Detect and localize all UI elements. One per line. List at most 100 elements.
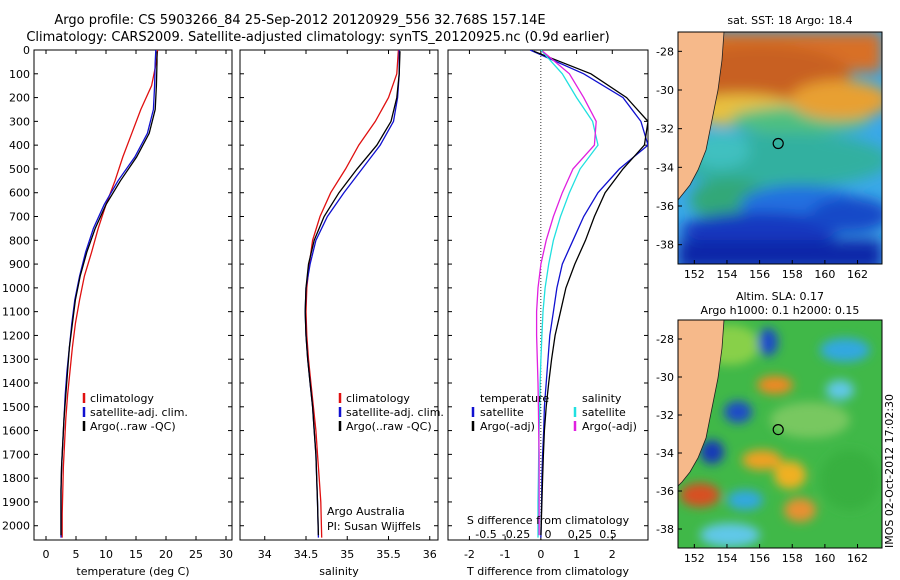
s-difference-tick-labels: -0.5 -0.25 0 0.25 0.5 <box>475 528 616 541</box>
depth-tick-label: 1400 <box>2 377 30 390</box>
figure-title-line2: Climatology: CARS2009. Satellite-adjuste… <box>26 30 609 45</box>
x-tick-label: 30 <box>219 548 233 561</box>
series-line-climatology <box>61 50 159 538</box>
sla-argo-marker <box>772 423 784 436</box>
x-tick-label: -2 <box>464 548 475 561</box>
temperature-panel: 0 5 10 15 20 25 300100200300400500600700800900… <box>2 44 233 578</box>
s-tick-label: -0.5 <box>475 528 496 541</box>
salinity-annotation-line1: Argo Australia <box>327 505 405 518</box>
difference-lines <box>529 50 648 538</box>
depth-tick-label: 700 <box>9 211 30 224</box>
sla-map-panel: Altim. SLA: 0.17 Argo h1000: 0.1 h2000: … <box>656 290 883 565</box>
depth-tick-label: 2000 <box>2 520 30 533</box>
x-tick-label: 0 <box>43 548 50 561</box>
salinity-legend: climatology satellite-adj. clim. Argo(..… <box>338 392 444 433</box>
x-tick-label: 1 <box>573 548 580 561</box>
s-tick-label: 0.5 <box>599 528 617 541</box>
depth-tick-label: 500 <box>9 163 30 176</box>
series-line-climatology <box>305 50 400 538</box>
depth-tick-label: 1200 <box>2 329 30 342</box>
x-tick-label: 35 <box>340 548 354 561</box>
depth-tick-label: 800 <box>9 234 30 247</box>
lon-tick-label: 152 <box>684 552 705 565</box>
temperature-ticks: 0 5 10 15 20 25 300100200300400500600700800900… <box>2 44 233 561</box>
legend-temperature-heading: temperature <box>480 392 549 405</box>
salinity-annotation-line2: PI: Susan Wijffels <box>327 520 421 533</box>
lon-tick-label: 154 <box>716 268 737 281</box>
s-difference-axis-label: S difference from climatology <box>467 514 630 527</box>
lon-tick-label: 156 <box>749 268 770 281</box>
lon-tick-label: 154 <box>716 552 737 565</box>
depth-tick-label: 900 <box>9 258 30 271</box>
depth-tick-label: 1300 <box>2 353 30 366</box>
x-tick-label: 15 <box>129 548 143 561</box>
imos-timestamp-label: IMOS 02-Oct-2012 17:02:30 <box>883 394 896 548</box>
series-line-argo <box>533 50 648 536</box>
lat-tick-label: -38 <box>656 239 674 252</box>
depth-tick-label: 300 <box>9 115 30 128</box>
lon-tick-label: 162 <box>847 552 868 565</box>
lon-tick-label: 160 <box>814 552 835 565</box>
legend-argo-label: Argo(..raw -QC) <box>346 420 432 433</box>
x-tick-label: 34 <box>258 548 272 561</box>
depth-tick-label: 1500 <box>2 401 30 414</box>
x-tick-label: 34.5 <box>294 548 319 561</box>
legend-satellite-label: satellite-adj. clim. <box>346 406 444 419</box>
lat-tick-label: -28 <box>656 333 674 346</box>
legend-climatology-label: climatology <box>346 392 410 405</box>
s-tick-label: -0.25 <box>502 528 530 541</box>
x-tick-label: 36 <box>423 548 437 561</box>
difference-panel: -2 -1 0 1 2 temperature satellite Argo(-adj)… <box>447 49 649 578</box>
lon-tick-label: 152 <box>684 268 705 281</box>
lat-tick-label: -34 <box>656 161 674 174</box>
lat-tick-label: -32 <box>656 123 674 136</box>
legend-argo-label: Argo(..raw -QC) <box>90 420 176 433</box>
salinity-panel: 34 34.5 35 35.5 36 climatology satellite-adj… <box>239 49 444 578</box>
sla-heatmap <box>678 320 882 548</box>
temperature-lines <box>60 50 159 538</box>
sla-map-frame <box>677 319 883 549</box>
sst-map-frame <box>677 31 883 265</box>
depth-tick-label: 100 <box>9 68 30 81</box>
lat-tick-label: -38 <box>656 523 674 536</box>
salinity-lines <box>304 50 401 538</box>
legend-climatology-label: climatology <box>90 392 154 405</box>
depth-tick-label: 1900 <box>2 496 30 509</box>
x-tick-label: 10 <box>99 548 113 561</box>
lon-tick-label: 160 <box>814 268 835 281</box>
difference-ticks: -2 -1 0 1 2 <box>448 49 648 561</box>
lon-tick-label: 158 <box>782 268 803 281</box>
legend-s-argo-label: Argo(-adj) <box>582 420 637 433</box>
difference-plot-frame <box>447 49 649 541</box>
salinity-ticks: 34 34.5 35 35.5 36 <box>240 49 438 561</box>
x-tick-label: 2 <box>609 548 616 561</box>
series-line-argo <box>304 51 401 536</box>
lon-tick-label: 158 <box>782 552 803 565</box>
temperature-xlabel: temperature (deg C) <box>76 565 189 578</box>
sst-map-title: sat. SST: 18 Argo: 18.4 <box>727 14 852 27</box>
depth-tick-label: 1000 <box>2 282 30 295</box>
sst-map-ticks: 152 154 156 158 160 162 -28 -30 -32 -34 -36 -38 <box>656 45 868 281</box>
sla-land <box>678 320 724 486</box>
sst-heatmap <box>678 32 882 264</box>
lat-tick-label: -30 <box>656 371 674 384</box>
legend-s-satellite-label: satellite <box>582 406 626 419</box>
series-line-argo-s <box>535 50 597 536</box>
s-tick-label: 0 <box>545 528 552 541</box>
lon-tick-label: 156 <box>749 552 770 565</box>
depth-tick-label: 400 <box>9 139 30 152</box>
legend-t-argo-label: Argo(-adj) <box>480 420 535 433</box>
depth-tick-label: 200 <box>9 92 30 105</box>
temperature-legend: climatology satellite-adj. clim. Argo(..… <box>82 392 188 433</box>
depth-tick-label: 1100 <box>2 306 30 319</box>
sla-coastline <box>678 320 725 487</box>
sst-coastline <box>678 32 725 201</box>
lat-tick-label: -32 <box>656 409 674 422</box>
lat-tick-label: -30 <box>656 84 674 97</box>
series-line-satellite <box>529 50 648 538</box>
difference-legend: temperature satellite Argo(-adj) salinit… <box>471 392 637 433</box>
depth-tick-label: 1600 <box>2 425 30 438</box>
figure-title-line1: Argo profile: CS 5903266_84 25-Sep-2012 … <box>54 13 545 28</box>
sla-map-ticks: 152 154 156 158 160 162 -28 -30 -32 -34 -36 -38 <box>656 333 868 565</box>
